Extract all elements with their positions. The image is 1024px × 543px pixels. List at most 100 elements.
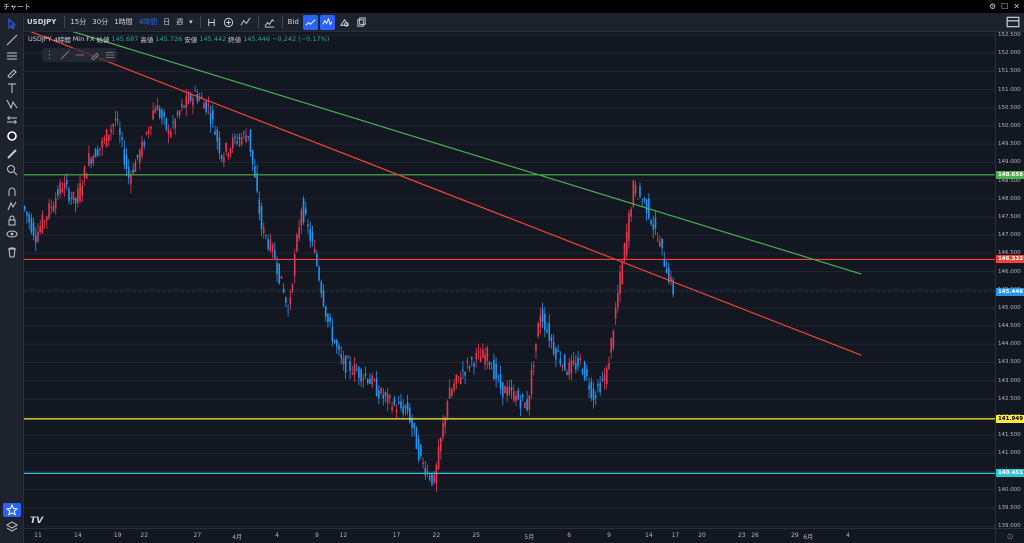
brush-icon[interactable]	[89, 50, 101, 60]
candle-body	[169, 131, 172, 137]
candle-body	[672, 280, 674, 295]
cursor-icon[interactable]	[3, 17, 21, 31]
measure-icon[interactable]	[3, 113, 21, 127]
candle-body	[555, 348, 557, 360]
trash-icon[interactable]	[3, 245, 21, 259]
price-tick-label: 146.500	[998, 250, 1021, 257]
candle-body	[400, 401, 402, 408]
candle-body	[300, 210, 303, 226]
candle-body	[223, 156, 225, 163]
tradingview-logo: 𝙏𝙑	[30, 516, 44, 526]
price-tick-label: 150.000	[998, 122, 1021, 129]
templates-icon[interactable]	[262, 15, 277, 30]
candle-body	[108, 134, 110, 141]
candle-body	[561, 365, 564, 367]
candle-body	[90, 158, 92, 164]
axis-settings-icon[interactable]: ⊙	[995, 528, 1024, 543]
candle-body	[665, 268, 668, 274]
fib-icon[interactable]	[104, 50, 116, 60]
candle-body	[85, 173, 88, 179]
candle-body	[541, 309, 544, 322]
candle-body	[307, 224, 309, 227]
candle-body	[68, 189, 70, 202]
indicators-icon[interactable]	[238, 15, 253, 30]
candle-body	[291, 284, 294, 291]
bid-button[interactable]: Bid	[287, 18, 299, 26]
eye-icon[interactable]	[3, 227, 21, 241]
candle-body	[550, 337, 553, 342]
candle-body	[189, 94, 192, 101]
candle-chart-icon[interactable]	[319, 14, 335, 30]
candle-body	[59, 182, 61, 194]
candle-body	[116, 119, 119, 121]
ruler-icon[interactable]	[3, 147, 21, 161]
candle-body	[101, 140, 103, 148]
candle-body	[444, 417, 447, 427]
price-tick-label: 149.500	[998, 141, 1021, 148]
drawing-mode-icon[interactable]	[3, 199, 21, 213]
candle-body	[351, 373, 354, 375]
candle-body	[65, 180, 68, 185]
candle-body	[174, 119, 177, 129]
pattern-icon[interactable]	[3, 97, 21, 111]
legend-change: −0.242 (−0.17%)	[272, 35, 330, 43]
candle-body	[566, 372, 568, 375]
line-chart-icon[interactable]	[302, 14, 318, 30]
add-symbol-icon[interactable]	[221, 15, 236, 30]
candle-body	[380, 388, 382, 394]
settings-icon[interactable]: ⚙	[988, 2, 997, 11]
layers-icon[interactable]	[3, 519, 21, 533]
magnet-icon[interactable]	[3, 185, 21, 199]
interval-1h-button[interactable]: 1時間	[114, 18, 133, 26]
circle-icon[interactable]	[3, 129, 21, 143]
lock-icon[interactable]	[3, 213, 21, 227]
candle-body	[322, 290, 325, 306]
chart-pane[interactable]	[24, 32, 995, 528]
candle-body	[260, 206, 263, 230]
legend-symbol[interactable]: USDJPY	[28, 35, 52, 43]
candle-body	[324, 306, 327, 317]
drag-handle-icon[interactable]: ⋮	[44, 49, 55, 61]
trendline-icon[interactable]	[59, 50, 71, 60]
fib-icon[interactable]	[3, 49, 21, 63]
shapes-icon[interactable]	[337, 15, 352, 30]
close-icon[interactable]: ✕	[1013, 2, 1020, 11]
candle-body	[154, 108, 157, 113]
candle-body	[579, 358, 582, 361]
candle-body	[630, 208, 632, 217]
interval-day-button[interactable]: 日	[163, 18, 171, 26]
brush-icon[interactable]	[3, 65, 21, 79]
layout-icon[interactable]	[1006, 15, 1020, 29]
interval-4h-button[interactable]: 4時間	[138, 18, 158, 26]
interval-30m-button[interactable]: 30分	[92, 18, 109, 26]
candle-body	[192, 98, 194, 106]
price-level-badge: 140.451	[996, 469, 1024, 478]
symbol-button[interactable]: USDJPY	[27, 18, 57, 26]
candle-body	[99, 147, 101, 150]
interval-15m-button[interactable]: 15分	[70, 18, 87, 26]
price-chart[interactable]	[24, 32, 995, 528]
zoom-icon[interactable]	[3, 163, 21, 177]
price-axis[interactable]: 152.500 152.000 151.500 151.000 150.500 150.0…	[995, 32, 1024, 529]
copy-icon[interactable]	[354, 15, 369, 30]
legend-close-label: 終値	[228, 36, 242, 44]
time-axis[interactable]: 11 14 19 22 27 4月 4 9 12 17 22 25 5月 6 9 14 17 20 23 26 29 6月…	[24, 528, 995, 543]
price-level-badge: 148.658	[996, 170, 1024, 179]
maximize-icon[interactable]: ☐	[1001, 2, 1009, 11]
candle-body	[344, 355, 347, 373]
price-level-badge: 146.332	[996, 255, 1024, 264]
interval-week-button[interactable]: 週	[176, 18, 184, 26]
text-icon[interactable]	[3, 81, 21, 95]
candle-body	[92, 156, 95, 164]
divider	[199, 16, 201, 28]
horizontal-line-icon[interactable]	[74, 50, 86, 60]
time-tick-label: 23	[737, 532, 746, 539]
candle-body	[504, 386, 506, 394]
interval-dropdown-icon[interactable]: ▾	[189, 18, 193, 26]
candle-body	[79, 183, 81, 202]
trendline-icon[interactable]	[3, 33, 21, 47]
compare-icon[interactable]	[204, 15, 219, 30]
favorites-icon[interactable]	[3, 503, 21, 517]
candle-body	[70, 197, 72, 199]
candle-body	[619, 271, 621, 294]
